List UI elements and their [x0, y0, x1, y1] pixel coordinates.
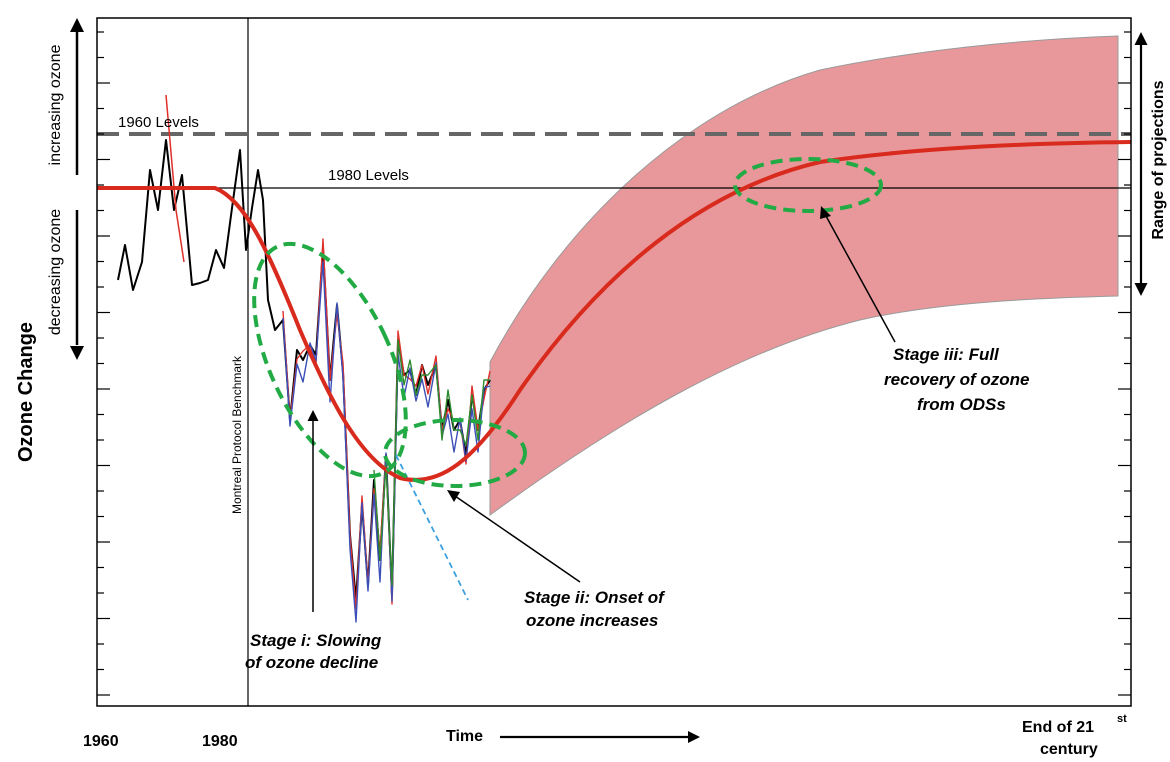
observation-series-green: [373, 339, 490, 586]
chart-labels: increasing ozone decreasing ozone Ozone Ch…: [15, 18, 1167, 758]
stage-ii-label-line1: Stage ii: Onset of: [524, 588, 666, 607]
decline-extrapolation-line: [395, 454, 469, 601]
reference-lines: [97, 18, 1131, 706]
x-axis-title: Time: [446, 728, 483, 745]
montreal-protocol-label: Montreal Protocol Benchmark: [230, 355, 244, 514]
stage-iii-pointer: [825, 215, 896, 343]
projection-range-band: [489, 35, 1119, 516]
axes-frame: [96, 17, 1132, 707]
stage-i-label-line2: of ozone decline: [245, 653, 378, 672]
range-arrow-up-icon: [1134, 32, 1148, 45]
stage-i-label-line1: Stage i: Slowing: [250, 631, 382, 650]
down-arrow-icon: [70, 346, 84, 360]
stage-ii-pointer: [454, 495, 581, 583]
stage-i-ellipse: [252, 241, 408, 479]
y-label-increasing: increasing ozone: [47, 44, 64, 165]
x-tick-1980: 1980: [202, 733, 238, 750]
range-of-projections-label: Range of projections: [1150, 80, 1167, 239]
range-arrow-down-icon: [1134, 283, 1148, 296]
label-1980-levels: 1980 Levels: [328, 167, 409, 184]
projection-curve: [97, 140, 1132, 482]
y-label-decreasing: decreasing ozone: [47, 209, 64, 335]
x-end-label-line2: century: [1040, 741, 1098, 758]
plot-frame: [96, 17, 1132, 707]
stage-iii-label-line2: recovery of ozone: [884, 370, 1030, 389]
up-arrow-icon: [70, 18, 84, 32]
observation-series: [117, 94, 491, 623]
stage-iii-arrow-icon: [820, 206, 831, 219]
stage-ellipses: [252, 157, 883, 488]
stage-iii-label-line1: Stage iii: Full: [893, 345, 1000, 364]
y-axis-title: Ozone Change: [15, 322, 37, 462]
x-end-label-superscript: st: [1117, 713, 1127, 725]
stage-iii-ellipse: [733, 157, 883, 213]
range-of-projections-band: [489, 35, 1119, 516]
x-tick-1960: 1960: [83, 733, 119, 750]
stage-ii-arrow-icon: [447, 490, 460, 502]
stage-i-arrow-icon: [307, 410, 319, 421]
observation-series-red-early: [165, 94, 185, 263]
stage-iii-label-line3: from ODSs: [917, 395, 1006, 414]
stage-ii-label-line2: ozone increases: [526, 611, 658, 630]
label-1960-levels: 1960 Levels: [118, 114, 199, 131]
projected-ozone-curve: [97, 140, 1132, 482]
time-arrow-icon: [688, 731, 700, 743]
x-end-label-line1: End of 21: [1022, 719, 1094, 736]
stage-ii-ellipse: [383, 418, 527, 488]
